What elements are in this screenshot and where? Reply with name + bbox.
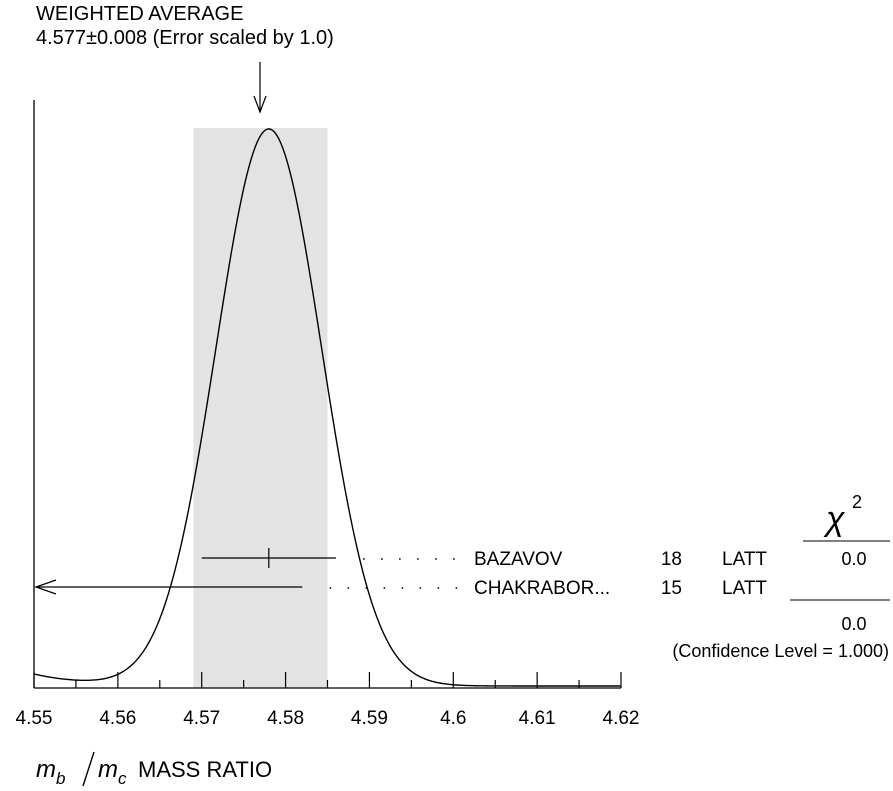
measurement-name: CHAKRABOR... [474,578,610,599]
measurement-left-arrow [34,579,57,595]
measurement-chi2: 0.0 [841,549,866,569]
x-label-sub-c: c [118,769,127,788]
error-band [193,128,328,688]
x-label-m-b: m [36,756,56,783]
measurement-leader-dot [419,587,422,589]
x-tick-label: 4.56 [99,708,136,729]
x-tick-label: 4.62 [603,708,640,729]
confidence-level: (Confidence Level = 1.000) [672,641,889,661]
x-tick-label: 4.6 [440,708,466,729]
measurement-technique: LATT [722,549,767,570]
measurement-leader-dot [329,587,332,589]
measurement-leader-dot [452,558,455,560]
measurement-technique: LATT [722,578,767,599]
x-axis-label: m b m c MASS RATIO [36,751,272,788]
x-tick-label: 4.59 [351,708,388,729]
x-tick-label: 4.58 [267,708,304,729]
chi2-total: 0.0 [841,614,866,634]
chart-subtitle: 4.577±0.008 (Error scaled by 1.0) [36,27,334,49]
x-label-slash [82,751,95,787]
x-tick-label: 4.55 [16,708,53,729]
measurement-leader-dot [365,587,368,589]
average-arrow-head [253,95,267,114]
chi2-symbol: χ [823,500,846,538]
measurement-leader-dot [380,558,383,560]
measurement-leader-dot [362,558,365,560]
x-tick-label: 4.61 [519,708,556,729]
measurement-leader-dot [455,587,458,589]
x-label-m-c: m [98,756,118,783]
measurement-leader-dot [437,587,440,589]
measurement-leader-dot [401,587,404,589]
measurement-leader-dot [383,587,386,589]
measurement-name: BAZAVOV [474,549,563,570]
measurement-year: 18 [661,549,682,570]
x-label-sub-b: b [56,769,65,788]
chi2-superscript: 2 [852,492,862,512]
x-label-text: MASS RATIO [138,757,272,782]
ideogram-curve [33,128,621,687]
measurement-leader-dot [416,558,419,560]
x-tick-label: 4.57 [183,708,220,729]
measurement-year: 15 [661,578,682,599]
measurement-leader-dot [398,558,401,560]
measurement-leader-dot [434,558,437,560]
measurement-leader-dot [347,587,350,589]
chart-title: WEIGHTED AVERAGE [36,3,244,25]
